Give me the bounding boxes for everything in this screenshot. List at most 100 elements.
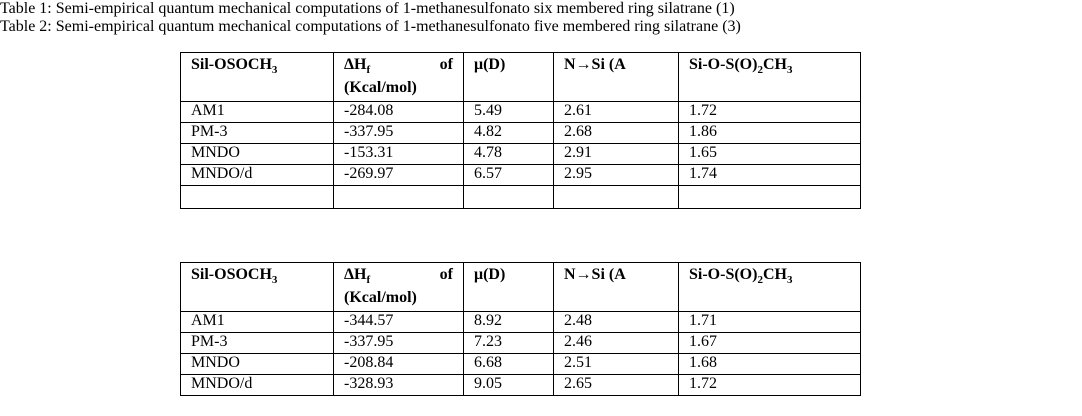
data-table: Sil-OSOCH3 ΔHf of (Kcal/mol) μ(D) N→Si (A Si-O… bbox=[180, 52, 861, 209]
header-subscript: 3 bbox=[786, 64, 793, 77]
header-row: Sil-OSOCH3 ΔHf of (Kcal/mol) μ(D) N→Si (A Si-O… bbox=[180, 52, 861, 102]
empty-cell bbox=[678, 185, 861, 209]
table-cell: 2.65 bbox=[553, 374, 679, 396]
table-cell: MNDO bbox=[180, 353, 334, 375]
header-text: N→Si (A bbox=[564, 266, 626, 283]
table-cell: 2.48 bbox=[553, 311, 679, 333]
header-subscript: 3 bbox=[271, 274, 278, 287]
header-cell: μ(D) bbox=[463, 52, 554, 102]
table-row: AM1 -284.08 5.49 2.61 1.72 bbox=[180, 101, 861, 123]
table-row: PM-3 -337.95 7.23 2.46 1.67 bbox=[180, 332, 861, 354]
table-row: MNDO -153.31 4.78 2.91 1.65 bbox=[180, 143, 861, 165]
table-cell: PM-3 bbox=[180, 122, 334, 144]
empty-cell bbox=[333, 185, 464, 209]
header-cell: N→Si (A bbox=[553, 262, 679, 312]
document: Table 1: Semi-empirical quantum mechanic… bbox=[0, 0, 1082, 396]
table-row: MNDO/d -328.93 9.05 2.65 1.72 bbox=[180, 374, 861, 396]
table-cell: 2.68 bbox=[553, 122, 679, 144]
header-cell: μ(D) bbox=[463, 262, 554, 312]
header-subscript: f bbox=[366, 274, 371, 287]
table-cell: 2.51 bbox=[553, 353, 679, 375]
table-cell: 1.67 bbox=[678, 332, 861, 354]
table-cell: -153.31 bbox=[333, 143, 464, 165]
header-cell: ΔHf of (Kcal/mol) bbox=[333, 52, 464, 102]
table-cell: 1.65 bbox=[678, 143, 861, 165]
table-title: Table 2: Semi-empirical quantum mechanic… bbox=[0, 18, 741, 35]
table-row: AM1 -344.57 8.92 2.48 1.71 bbox=[180, 311, 861, 333]
header-cell: Si-O-S(O)2CH3 bbox=[678, 52, 861, 102]
table-title: Table 1: Semi-empirical quantum mechanic… bbox=[0, 0, 735, 17]
table-cell: -344.57 bbox=[333, 311, 464, 333]
header-unit: (Kcal/mol) bbox=[344, 289, 417, 307]
header-line: ΔHf of bbox=[344, 266, 453, 289]
header-part: ΔHf bbox=[344, 56, 370, 79]
header-text: of bbox=[439, 266, 453, 283]
header-row: Sil-OSOCH3 ΔHf of (Kcal/mol) μ(D) N→Si (A Si-O… bbox=[180, 262, 861, 312]
table-cell: 8.92 bbox=[463, 311, 554, 333]
header-text: of bbox=[439, 56, 453, 73]
header-subscript: f bbox=[366, 64, 371, 77]
table-cell: MNDO/d bbox=[180, 374, 334, 396]
table-cell: AM1 bbox=[180, 101, 334, 123]
header-text: CH bbox=[762, 56, 787, 73]
header-part: ΔHf bbox=[344, 266, 370, 289]
table-cell: 1.72 bbox=[678, 374, 861, 396]
header-text: μ(D) bbox=[474, 266, 506, 283]
header-text: ΔH bbox=[344, 56, 367, 73]
header-subscript: 2 bbox=[757, 274, 763, 287]
empty-cell bbox=[463, 185, 554, 209]
table-cell: 7.23 bbox=[463, 332, 554, 354]
empty-cell bbox=[553, 185, 679, 209]
table-cell: 6.57 bbox=[463, 164, 554, 186]
table-cell: -337.95 bbox=[333, 332, 464, 354]
table-row: MNDO -208.84 6.68 2.51 1.68 bbox=[180, 353, 861, 375]
header-text: Si-O-S(O) bbox=[689, 56, 758, 73]
table-cell: -328.93 bbox=[333, 374, 464, 396]
header-text: Sil-OSOCH bbox=[191, 56, 272, 73]
header-text: CH bbox=[762, 266, 787, 283]
table-cell: 2.46 bbox=[553, 332, 679, 354]
header-line: ΔHf of bbox=[344, 56, 453, 79]
table-cell: -269.97 bbox=[333, 164, 464, 186]
table-cell: 1.86 bbox=[678, 122, 861, 144]
empty-cell bbox=[180, 185, 334, 209]
header-cell: Sil-OSOCH3 bbox=[180, 52, 334, 102]
table-cell: 2.91 bbox=[553, 143, 679, 165]
header-text: N→Si (A bbox=[564, 56, 626, 73]
table-cell: 9.05 bbox=[463, 374, 554, 396]
table-cell: 4.78 bbox=[463, 143, 554, 165]
empty-row bbox=[180, 185, 861, 209]
header-text: μ(D) bbox=[474, 56, 506, 73]
table-row: PM-3 -337.95 4.82 2.68 1.86 bbox=[180, 122, 861, 144]
header-unit: (Kcal/mol) bbox=[344, 79, 417, 97]
table-cell: -208.84 bbox=[333, 353, 464, 375]
header-cell: N→Si (A bbox=[553, 52, 679, 102]
table-cell: -337.95 bbox=[333, 122, 464, 144]
header-cell: Sil-OSOCH3 bbox=[180, 262, 334, 312]
table-cell: MNDO bbox=[180, 143, 334, 165]
table-cell: 2.95 bbox=[553, 164, 679, 186]
header-cell: Si-O-S(O)2CH3 bbox=[678, 262, 861, 312]
table-cell: PM-3 bbox=[180, 332, 334, 354]
table-cell: MNDO/d bbox=[180, 164, 334, 186]
header-cell: ΔHf of (Kcal/mol) bbox=[333, 262, 464, 312]
table-row: MNDO/d -269.97 6.57 2.95 1.74 bbox=[180, 164, 861, 186]
table-cell: 1.71 bbox=[678, 311, 861, 333]
header-subscript: 3 bbox=[786, 274, 793, 287]
table-cell: 5.49 bbox=[463, 101, 554, 123]
header-subscript: 3 bbox=[271, 64, 278, 77]
header-subscript: 2 bbox=[757, 64, 763, 77]
table-cell: AM1 bbox=[180, 311, 334, 333]
table-cell: 4.82 bbox=[463, 122, 554, 144]
header-text: Si-O-S(O) bbox=[689, 266, 758, 283]
data-table: Sil-OSOCH3 ΔHf of (Kcal/mol) μ(D) N→Si (A Si-O… bbox=[180, 262, 861, 396]
table-cell: -284.08 bbox=[333, 101, 464, 123]
table-cell: 6.68 bbox=[463, 353, 554, 375]
table-cell: 2.61 bbox=[553, 101, 679, 123]
table-cell: 1.74 bbox=[678, 164, 861, 186]
table-cell: 1.68 bbox=[678, 353, 861, 375]
header-text: ΔH bbox=[344, 266, 367, 283]
table-cell: 1.72 bbox=[678, 101, 861, 123]
header-text: Sil-OSOCH bbox=[191, 266, 272, 283]
